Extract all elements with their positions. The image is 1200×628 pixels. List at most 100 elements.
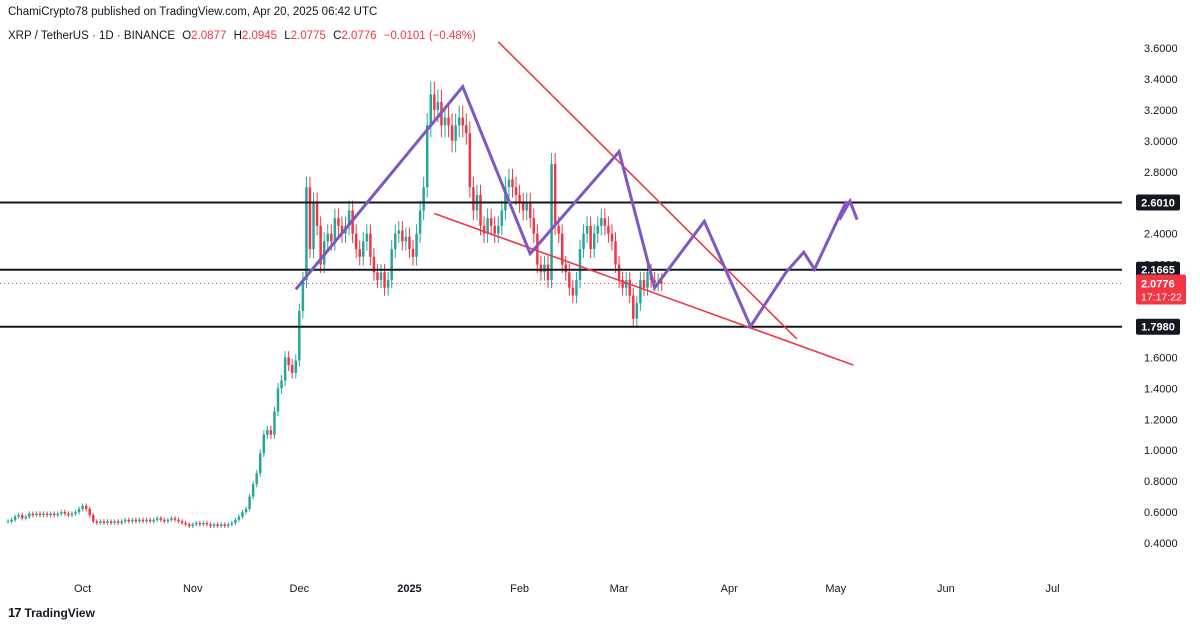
candle-body [404, 236, 408, 242]
candle-body [88, 508, 91, 516]
candle-body [401, 230, 404, 242]
projection-arrow-icon [837, 197, 859, 221]
candle-body [177, 519, 180, 522]
candle-body [486, 218, 489, 234]
candle-body [603, 218, 607, 226]
candle-body [312, 202, 315, 250]
symbol-legend: XRP / TetherUS · 1D · BINANCE O2.0877 H2… [8, 30, 476, 42]
candle-body [106, 521, 109, 523]
candle-body [102, 521, 106, 523]
levels-layer [0, 201, 1122, 328]
candle-body [276, 388, 280, 412]
candle-body [180, 521, 184, 523]
projection-path [294, 83, 848, 330]
tradingview-footer[interactable]: 17 TradingView [8, 605, 95, 620]
level-price-tag [1136, 318, 1180, 335]
candle-body [610, 233, 614, 242]
candle-body [450, 125, 454, 141]
candle-body [489, 218, 493, 226]
low-label: L [284, 30, 291, 42]
bar-countdown: 17:17:22 [1141, 291, 1182, 303]
candle-body [326, 233, 329, 242]
level-price-tag-text: 1.7980 [1141, 322, 1175, 334]
y-tick-label: 2.8000 [1144, 167, 1178, 179]
candle-body [248, 496, 251, 509]
candle-body [74, 512, 77, 514]
candle-body [394, 233, 397, 250]
y-tick-label: 3.4000 [1144, 74, 1178, 86]
candle-body [305, 187, 308, 281]
candle-body [614, 241, 617, 265]
x-tick-label: Dec [290, 583, 310, 595]
candle-body [447, 117, 450, 126]
candle-body [42, 513, 45, 516]
candle-body [358, 249, 361, 257]
candle-body [607, 225, 610, 234]
symbol-label[interactable]: XRP / TetherUS · 1D · BINANCE [8, 30, 176, 42]
candles-layer [6, 81, 663, 528]
candle-body [159, 518, 163, 520]
candle-body [287, 357, 290, 366]
candle-body [170, 518, 173, 520]
candle-body [77, 508, 81, 513]
candle-body [148, 519, 152, 522]
candle-body [379, 272, 383, 281]
candle-body [273, 411, 276, 435]
candle-body [52, 513, 56, 516]
candle-body [38, 513, 42, 516]
candle-body [397, 230, 401, 234]
candle-body [472, 187, 475, 211]
candle-body [187, 524, 191, 526]
candle-body [340, 225, 344, 234]
candle-body [92, 515, 95, 522]
candle-body [28, 513, 31, 517]
high-value: 2.0945 [241, 30, 278, 42]
candle-body [116, 521, 120, 523]
time-axis: Oct Nov Dec 2025 Feb Mar Apr May Jun Jul [74, 583, 1059, 595]
candle-body [553, 164, 557, 226]
low-value: 2.0775 [290, 30, 326, 42]
candle-body [31, 513, 35, 516]
candle-body [443, 117, 447, 126]
candle-body [582, 233, 585, 250]
candle-body [330, 233, 333, 242]
candle-body [219, 524, 223, 526]
candle-body [191, 524, 194, 526]
candle-body [507, 179, 511, 188]
candle-body [127, 519, 131, 522]
candle-body [258, 453, 262, 474]
candle-body [123, 519, 127, 522]
candle-body [45, 513, 49, 516]
candle-body [564, 264, 568, 273]
candle-body [589, 225, 592, 250]
candle-body [575, 280, 578, 296]
candle-body [425, 125, 429, 188]
candle-body [632, 295, 635, 319]
candle-body [280, 380, 283, 389]
wedge-layer [434, 41, 854, 366]
candle-body [418, 210, 422, 234]
candle-body [454, 125, 457, 141]
candle-body [134, 519, 138, 522]
candle-body [465, 125, 468, 134]
candle-body [585, 225, 589, 234]
candle-body [497, 225, 500, 234]
candle-body [550, 164, 553, 281]
candle-body [354, 233, 358, 250]
candle-body [369, 233, 372, 257]
y-tick-label: 3.2000 [1144, 105, 1178, 117]
candle-body [198, 522, 202, 525]
open-value: 2.0877 [191, 30, 227, 42]
candle-body [6, 521, 10, 523]
candle-body [639, 280, 642, 304]
candle-body [266, 430, 269, 435]
candle-body [99, 521, 102, 523]
candle-body [308, 187, 312, 250]
candle-body [269, 430, 273, 435]
candle-body [660, 281, 663, 284]
x-tick-label: 2025 [397, 583, 421, 595]
candle-body [24, 516, 28, 519]
x-tick-label: Nov [183, 583, 203, 595]
